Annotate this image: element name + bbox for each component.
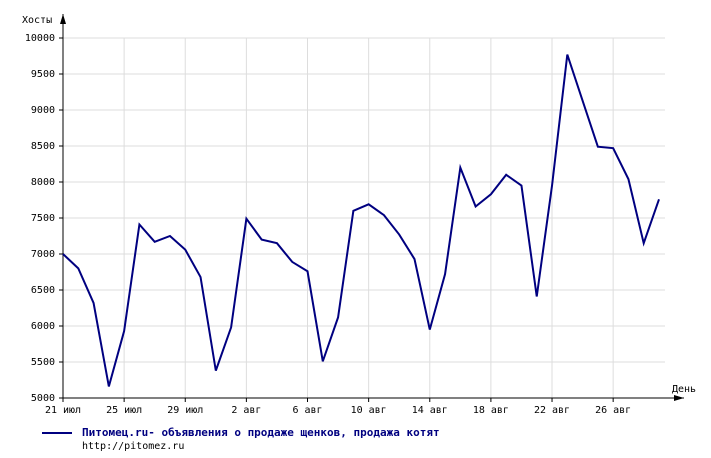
y-tick-label: 9000 <box>31 105 55 116</box>
legend-label: Питомец.ru- объявления о продаже щенков,… <box>82 426 440 439</box>
y-tick-label: 7500 <box>31 213 55 224</box>
y-tick-label: 9500 <box>31 69 55 80</box>
x-tick-label: 14 авг <box>412 405 448 416</box>
x-tick-label: 29 июл <box>167 405 203 416</box>
y-tick-label: 8500 <box>31 141 55 152</box>
x-tick-label: 18 авг <box>473 405 509 416</box>
y-axis-arrow <box>60 14 66 24</box>
x-tick-label: 6 авг <box>292 405 322 416</box>
y-tick-label: 5500 <box>31 357 55 368</box>
x-tick-label: 26 авг <box>595 405 631 416</box>
x-tick-label: 21 июл <box>45 405 81 416</box>
data-line <box>62 54 660 387</box>
y-tick-label: 5000 <box>31 393 55 404</box>
source-url: http://pitomez.ru <box>82 441 184 452</box>
y-tick-label: 6000 <box>31 321 55 332</box>
x-tick-label: 2 авг <box>231 405 261 416</box>
x-tick-label: 22 авг <box>534 405 570 416</box>
x-tick-label: 25 июл <box>106 405 142 416</box>
y-axis-label: Хосты <box>22 15 52 26</box>
x-tick-label: 10 авг <box>351 405 387 416</box>
y-tick-label: 10000 <box>25 33 55 44</box>
y-tick-label: 7000 <box>31 249 55 260</box>
x-axis-arrow <box>674 395 684 401</box>
y-tick-label: 8000 <box>31 177 55 188</box>
y-tick-label: 6500 <box>31 285 55 296</box>
x-axis-label: День <box>672 384 696 395</box>
